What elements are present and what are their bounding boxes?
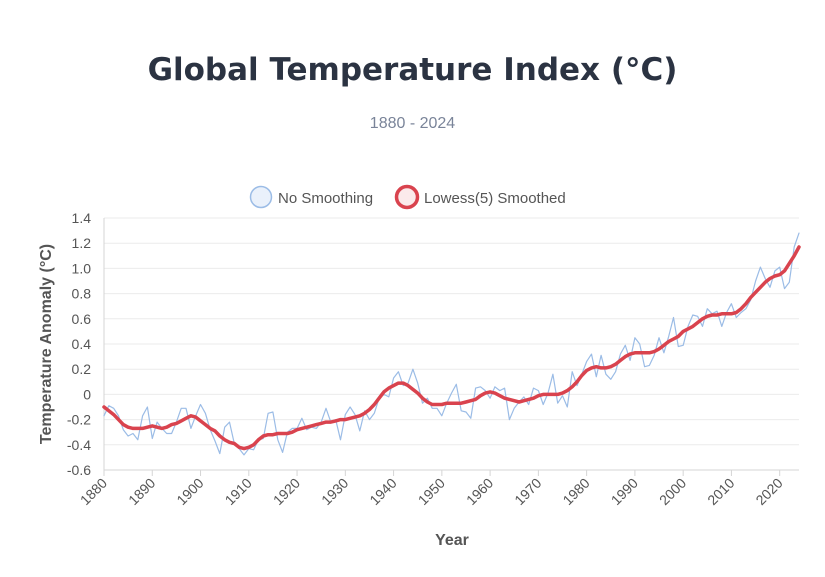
y-tick-label: 0 (83, 386, 91, 402)
x-tick-label: 1910 (222, 475, 255, 508)
x-tick-label: 1980 (559, 475, 592, 508)
y-axis-title: Temperature Anomaly (°C) (38, 244, 55, 444)
y-tick-label: 0.8 (72, 286, 92, 302)
legend-swatch-no-smoothing (249, 185, 273, 209)
x-tick-label: 1890 (125, 475, 158, 508)
series-line-lowess-smoothed (102, 245, 801, 451)
x-tick-label: 2000 (656, 475, 689, 508)
legend-label-lowess-smoothed: Lowess(5) Smoothed (424, 190, 566, 207)
legend-swatch-lowess-smoothed (394, 184, 420, 210)
legend-item-lowess-smoothed[interactable]: Lowess(5) Smoothed (394, 184, 566, 210)
legend: No Smoothing Lowess(5) Smoothed (249, 184, 566, 210)
legend-item-no-smoothing[interactable]: No Smoothing (249, 185, 374, 209)
x-tick-label: 1990 (608, 475, 641, 508)
x-tick-label: 1950 (415, 475, 448, 508)
x-tick-label: 1920 (270, 475, 303, 508)
y-tick-label: -0.6 (67, 462, 91, 478)
y-tick-label: 0.4 (72, 336, 92, 352)
x-tick-label: 1900 (173, 475, 206, 508)
chart-title: Global Temperature Index (°C) (147, 52, 678, 88)
y-tick-label: -0.2 (67, 412, 91, 428)
y-tick-label: -0.4 (67, 437, 91, 453)
series-lines (102, 232, 801, 456)
chart-subtitle: 1880 - 2024 (369, 115, 456, 132)
y-tick-label: 1.4 (72, 210, 92, 226)
y-tick-label: 1.0 (72, 260, 92, 276)
y-tick-label: 1.2 (72, 235, 92, 251)
series-line-no-smoothing (103, 232, 800, 456)
x-tick-label: 1960 (463, 475, 496, 508)
x-tick-label: 1880 (77, 475, 110, 508)
x-tick-label: 1940 (366, 475, 399, 508)
x-axis-title: Year (435, 532, 469, 549)
x-tick-label: 2020 (752, 475, 785, 508)
x-tick-label: 2010 (704, 475, 737, 508)
legend-label-no-smoothing: No Smoothing (278, 190, 373, 207)
y-tick-label: 0.6 (72, 311, 92, 327)
y-tick-label: 0.2 (72, 361, 92, 377)
x-tick-label: 1930 (318, 475, 351, 508)
gridlines (104, 217, 799, 471)
x-tick-label: 1970 (511, 475, 544, 508)
